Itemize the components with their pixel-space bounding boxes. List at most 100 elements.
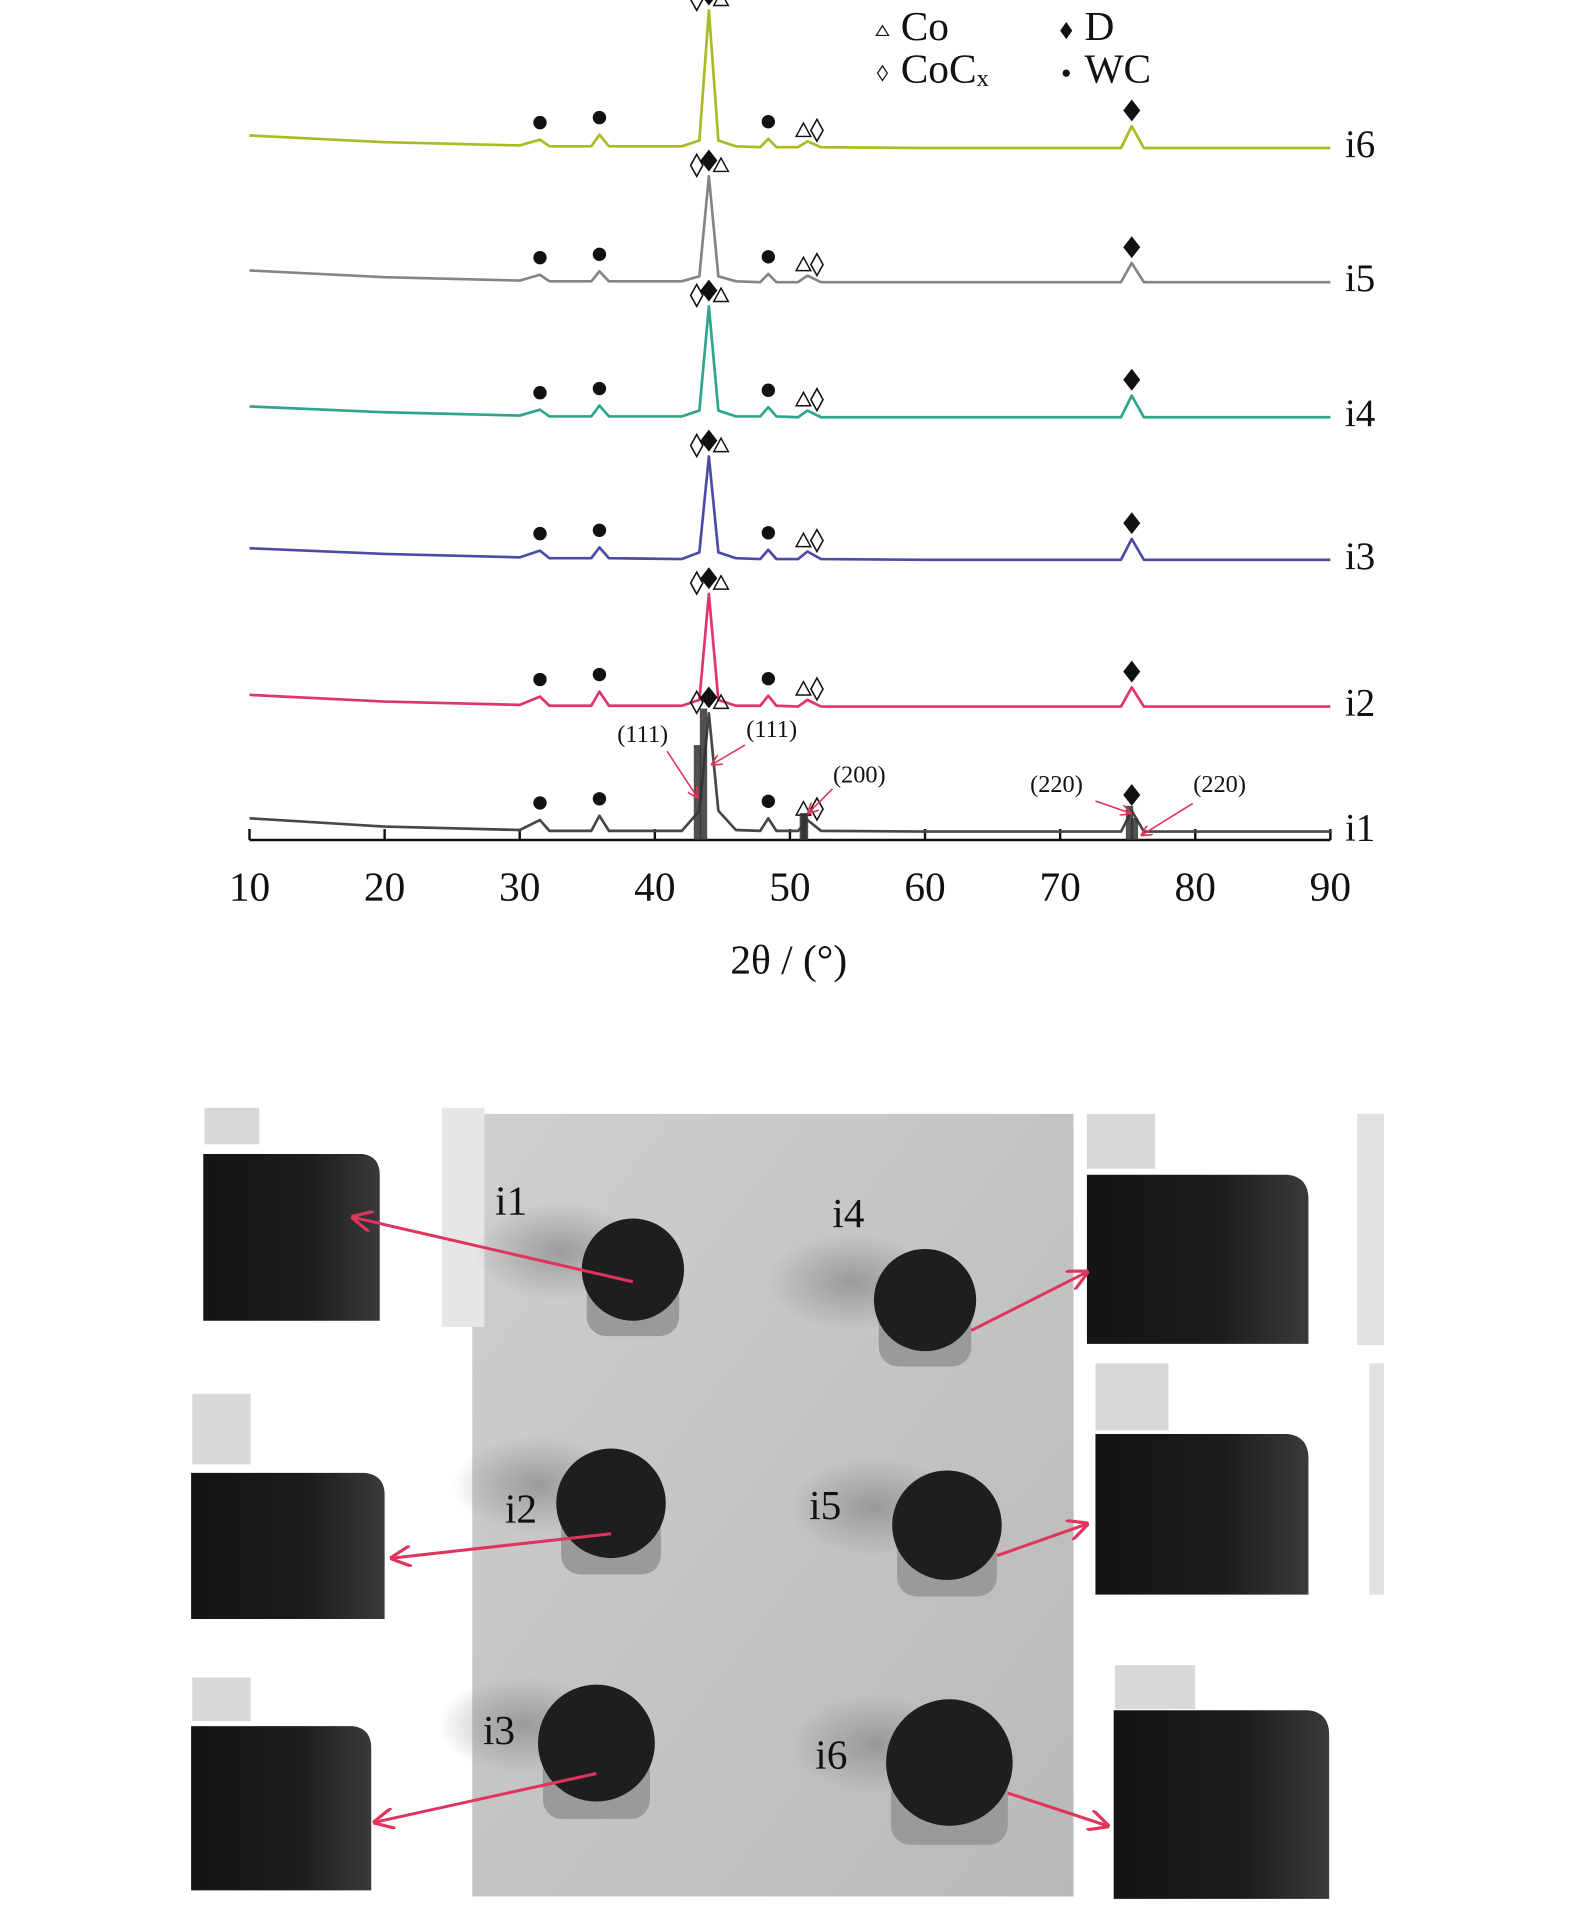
phase-marker (712, 693, 730, 710)
phase-marker (794, 531, 812, 548)
phase-marker (809, 251, 824, 278)
cutter-top (892, 1470, 1002, 1581)
inset-edge (1086, 1113, 1156, 1169)
inset-edge (1369, 1363, 1384, 1595)
cutter-inset (191, 1472, 385, 1619)
annotation-arrow (712, 744, 746, 764)
legend-symbol (875, 24, 890, 37)
phase-marker (592, 110, 607, 125)
legend-symbol (1062, 69, 1070, 77)
sample-arrow (1007, 1791, 1108, 1826)
phase-marker (700, 149, 718, 172)
annotation: (111) (617, 721, 668, 748)
annotation: (200) (833, 761, 886, 788)
series-label: i2 (1345, 682, 1375, 725)
phase-marker (1123, 236, 1141, 259)
peak-highlight (1130, 818, 1139, 840)
series-label: i4 (1345, 392, 1375, 435)
series-label: i5 (1345, 257, 1375, 300)
phase-marker (794, 255, 812, 272)
phase-marker (761, 526, 776, 540)
phase-marker (794, 121, 812, 138)
sample-label: i4 (832, 1190, 864, 1236)
phase-marker (592, 523, 607, 537)
x-tick-label: 40 (634, 864, 675, 910)
phase-marker (794, 680, 812, 696)
sample-label: i3 (483, 1707, 515, 1753)
phase-marker (761, 115, 776, 129)
phase-marker (809, 676, 824, 702)
x-tick-label: 70 (1039, 864, 1080, 910)
legend-symbol (876, 64, 889, 82)
x-tick-label: 80 (1175, 864, 1216, 910)
phase-marker (809, 527, 824, 554)
x-tick-label: 60 (904, 864, 945, 910)
phase-marker (533, 115, 547, 130)
phase-marker (689, 689, 704, 715)
xrd-line (249, 711, 1331, 833)
cutter-inset (1095, 1433, 1309, 1595)
legend-label: CoCₓ (901, 46, 989, 92)
sample-arrow (970, 1272, 1087, 1332)
annotation-arrow (666, 750, 697, 797)
legend-label: Co (901, 3, 949, 49)
sample-arrow (353, 1217, 634, 1284)
phase-marker (700, 429, 718, 452)
inset-edge (1095, 1363, 1169, 1431)
x-tick-label: 50 (769, 864, 810, 910)
sample-arrow (392, 1532, 612, 1558)
phase-marker (533, 672, 547, 687)
phase-marker (592, 381, 607, 396)
phase-marker (1123, 660, 1141, 683)
phase-marker (1123, 512, 1141, 535)
phase-marker (533, 250, 547, 265)
phase-marker (689, 432, 704, 459)
xrd-line (249, 305, 1331, 419)
sample-label: i1 (495, 1178, 527, 1224)
inset-edge (1114, 1665, 1196, 1710)
phase-marker (761, 794, 776, 808)
cutter-top (873, 1248, 977, 1352)
x-tick-label: 90 (1310, 864, 1351, 910)
xrd-line (249, 9, 1331, 150)
cutter-inset (1086, 1174, 1309, 1344)
sample-arrow (375, 1772, 597, 1823)
sample-photo: i1 i4 i2 i5 i3 i6 (191, 1107, 1384, 1899)
xrd-line (249, 592, 1331, 708)
phase-marker (712, 0, 730, 7)
phase-marker (689, 152, 704, 178)
x-tick-label: 10 (229, 864, 270, 910)
phase-marker (1123, 784, 1141, 806)
phase-marker (700, 686, 718, 709)
phase-marker (712, 286, 730, 303)
cutter-top (886, 1699, 1013, 1826)
phase-marker (690, 0, 704, 13)
board-edge (441, 1107, 485, 1327)
phase-marker (761, 383, 776, 397)
phase-marker (794, 390, 812, 407)
phase-marker (1123, 368, 1141, 391)
peak-highlight (699, 708, 708, 840)
phase-marker (704, 0, 714, 6)
x-axis-label: 2θ / (°) (730, 937, 847, 984)
phase-marker (809, 117, 824, 143)
phase-marker (689, 282, 704, 309)
annotation-arrow (1095, 800, 1130, 813)
sample-label: i6 (815, 1731, 847, 1777)
cutter-inset (1113, 1710, 1330, 1899)
cutter-top (581, 1218, 685, 1321)
peak-highlight (800, 813, 809, 840)
inset-edge (204, 1107, 260, 1145)
phase-marker (700, 567, 718, 590)
legend-label: D (1084, 3, 1114, 49)
series-label: i1 (1345, 807, 1375, 850)
phase-marker (592, 667, 607, 682)
series-label: i6 (1345, 123, 1375, 166)
annotation: (220) (1193, 771, 1246, 798)
inset-edge (1357, 1113, 1384, 1346)
phase-marker (712, 574, 730, 590)
peak-highlight (1125, 805, 1134, 840)
x-tick-label: 20 (364, 864, 405, 910)
phase-marker (712, 436, 730, 453)
phase-marker (761, 250, 776, 264)
